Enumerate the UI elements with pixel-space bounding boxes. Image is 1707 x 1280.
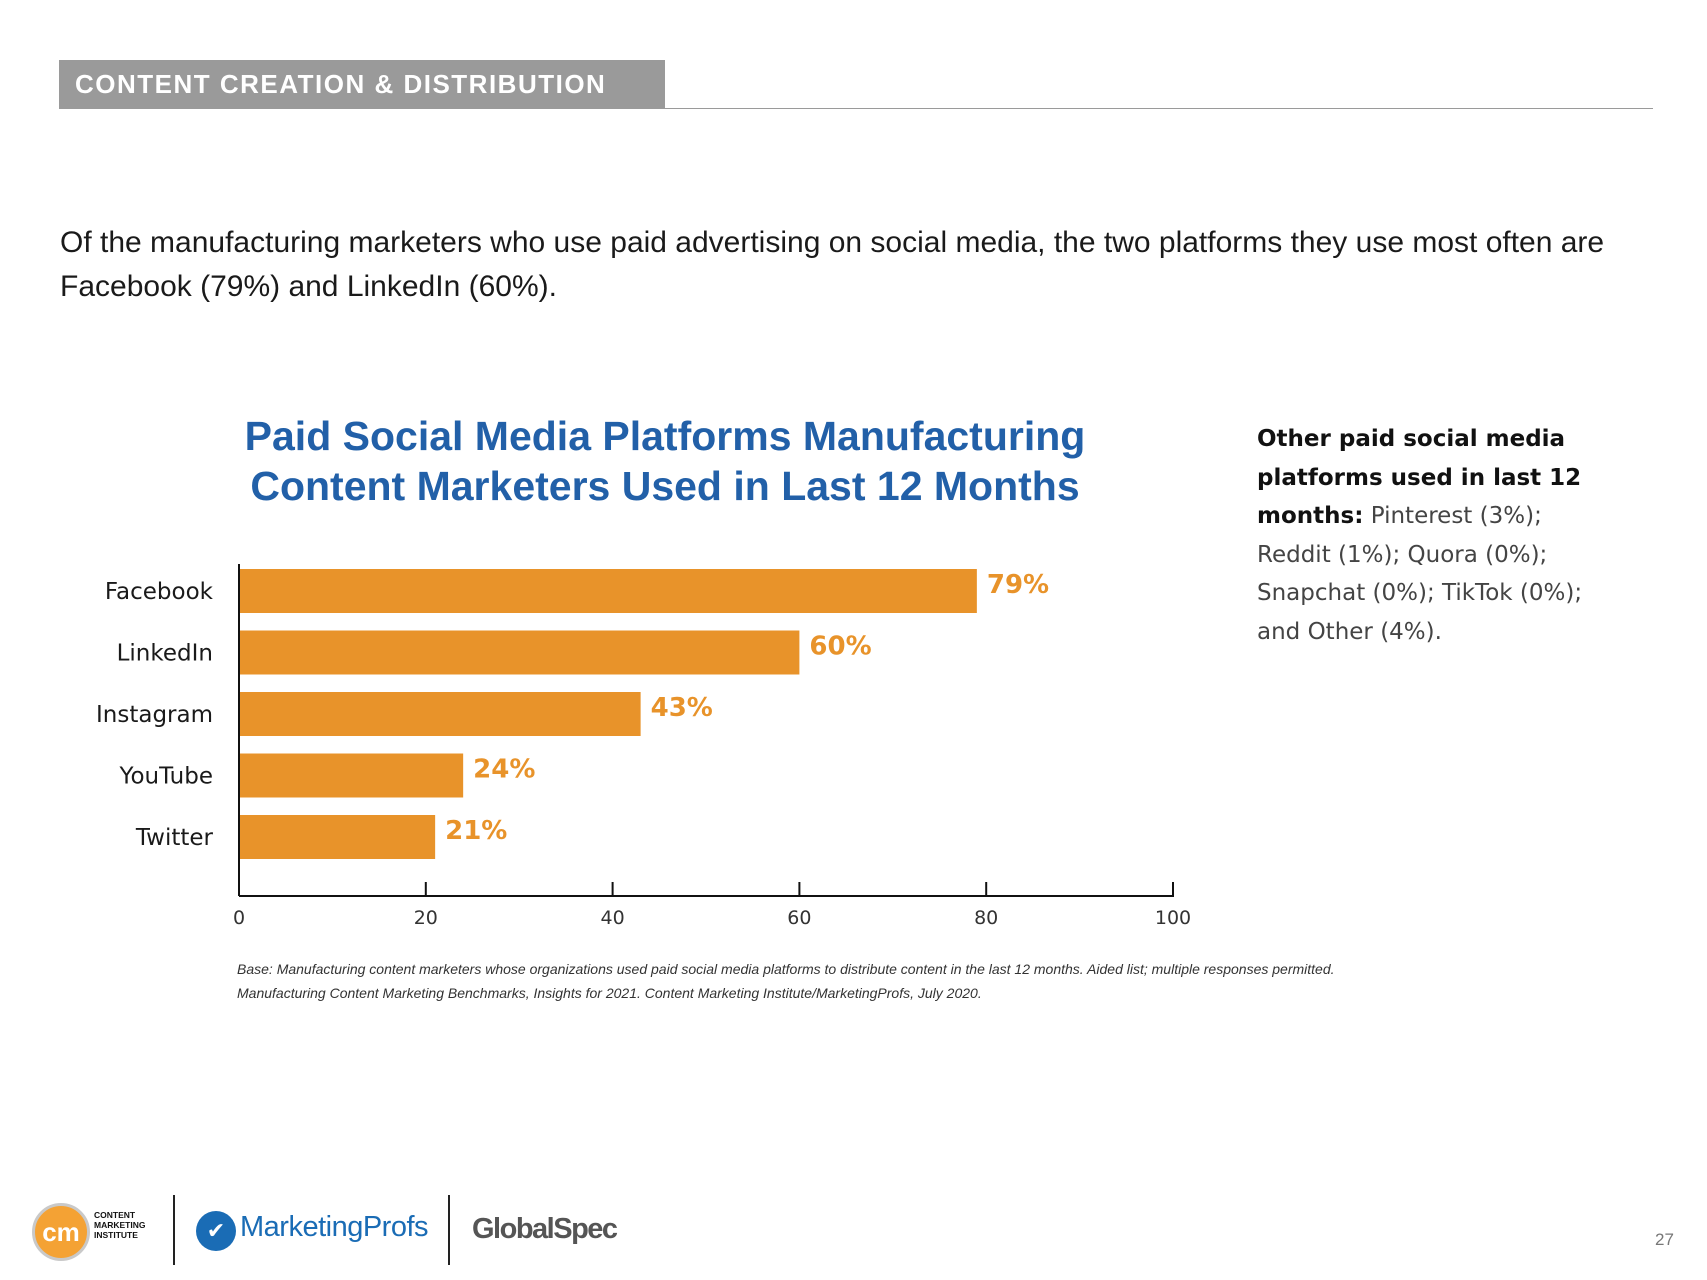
chart-title-line-1: Paid Social Media Platforms Manufacturin… bbox=[244, 413, 1086, 459]
marketingprofs-icon: ✔ bbox=[196, 1211, 236, 1251]
x-tick-label: 20 bbox=[414, 907, 438, 929]
section-rule bbox=[665, 108, 1653, 109]
bar-linkedin bbox=[239, 630, 800, 675]
side-note: Other paid social media platforms used i… bbox=[1257, 420, 1597, 651]
cmi-logo: cm CONTENT MARKETING INSTITUTE bbox=[32, 1203, 172, 1263]
value-label: 21% bbox=[445, 816, 507, 846]
value-label: 24% bbox=[473, 755, 535, 785]
footnote: Base: Manufacturing content marketers wh… bbox=[237, 957, 1537, 1005]
cmi-logo-mark: cm bbox=[32, 1203, 90, 1261]
side-note-body: Pinterest (3%); Reddit (1%); Quora (0%);… bbox=[1257, 503, 1583, 645]
bar-instagram bbox=[239, 692, 641, 736]
x-tick-label: 0 bbox=[233, 907, 245, 929]
value-label: 79% bbox=[987, 570, 1049, 600]
category-label: LinkedIn bbox=[117, 641, 213, 667]
chart-title-line-2: Content Marketers Used in Last 12 Months bbox=[250, 463, 1080, 509]
side-note-heading: Other paid social media platforms used i… bbox=[1257, 426, 1582, 529]
chart-title: Paid Social Media Platforms Manufacturin… bbox=[200, 411, 1130, 511]
page-number: 27 bbox=[1655, 1230, 1674, 1249]
footnote-source: Manufacturing Content Marketing Benchmar… bbox=[237, 985, 982, 1001]
x-tick-label: 60 bbox=[787, 907, 811, 929]
x-tick-label: 80 bbox=[974, 907, 998, 929]
bar-youtube bbox=[239, 753, 464, 798]
logo-divider bbox=[448, 1195, 450, 1265]
bar-facebook bbox=[239, 569, 977, 613]
bar-twitter bbox=[239, 815, 436, 859]
x-tick-label: 100 bbox=[1155, 907, 1191, 929]
footnote-base: Base: Manufacturing content marketers wh… bbox=[237, 961, 1335, 977]
category-label: Facebook bbox=[105, 579, 214, 605]
cmi-logo-line-3: INSTITUTE bbox=[94, 1230, 138, 1240]
cmi-logo-line-2: MARKETING bbox=[94, 1220, 146, 1230]
x-tick-label: 40 bbox=[601, 907, 625, 929]
value-label: 60% bbox=[809, 632, 871, 662]
marketingprofs-logo: ✔ MarketingProfs bbox=[196, 1209, 441, 1257]
marketingprofs-wordmark: MarketingProfs bbox=[240, 1211, 429, 1243]
footer-logos: cm CONTENT MARKETING INSTITUTE ✔ Marketi… bbox=[30, 1195, 730, 1269]
category-label: YouTube bbox=[118, 764, 213, 790]
category-label: Instagram bbox=[96, 702, 213, 728]
cmi-logo-line-1: CONTENT bbox=[94, 1210, 136, 1220]
section-header: CONTENT CREATION & DISTRIBUTION bbox=[59, 60, 665, 109]
cmi-logo-text: CONTENT MARKETING INSTITUTE bbox=[94, 1210, 170, 1240]
globalspec-logo: GlobalSpec bbox=[472, 1213, 618, 1245]
value-label: 43% bbox=[651, 693, 713, 723]
logo-divider bbox=[173, 1195, 175, 1265]
category-label: Twitter bbox=[135, 825, 214, 851]
bar-chart: Facebook 79% LinkedIn 60% Instagram 43% YouTub… bbox=[96, 564, 1191, 929]
intro-text: Of the manufacturing marketers who use p… bbox=[60, 226, 1605, 303]
